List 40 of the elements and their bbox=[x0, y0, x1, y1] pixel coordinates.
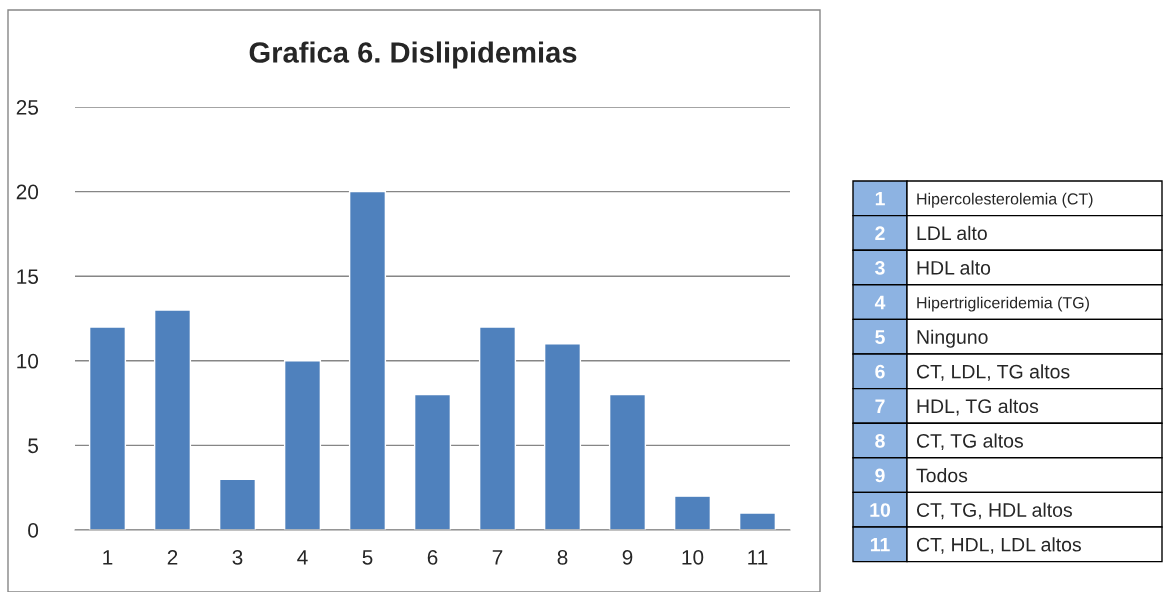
y-tick-label: 25 bbox=[16, 100, 39, 115]
category-label: 2 bbox=[875, 226, 885, 240]
x-tick-label: 7 bbox=[492, 550, 503, 565]
category-label: 7 bbox=[875, 399, 885, 413]
text: CT, LDL, TG altos bbox=[916, 364, 1070, 381]
category-label: 6 bbox=[875, 364, 885, 379]
category-label: 9 bbox=[875, 468, 885, 483]
text: HDL alto bbox=[917, 260, 991, 275]
category-label: 5 bbox=[875, 330, 885, 344]
x-tick-label: 8 bbox=[557, 549, 568, 565]
x-tick-label: 5 bbox=[362, 550, 373, 565]
text: CT, TG, HDL altos bbox=[916, 502, 1072, 520]
category-label: 3 bbox=[875, 260, 885, 275]
y-tick-label: 15 bbox=[17, 269, 39, 284]
category-label: 11 bbox=[870, 537, 890, 552]
x-tick-label: 1 bbox=[103, 550, 113, 565]
category-label: 10 bbox=[870, 503, 891, 517]
x-tick-label: 3 bbox=[232, 549, 243, 565]
text: Hipercolesterolemia (CT) bbox=[917, 192, 1093, 208]
x-tick-label: 11 bbox=[748, 550, 768, 565]
x-tick-label: 2 bbox=[167, 549, 178, 565]
text: CT, TG altos bbox=[916, 433, 1023, 451]
text: Todos bbox=[916, 468, 968, 483]
text: LDL alto bbox=[917, 225, 987, 241]
text: Hipertrigliceridemia (TG) bbox=[917, 296, 1089, 312]
text: CT, HDL, LDL altos bbox=[916, 537, 1081, 554]
text: Ninguno bbox=[917, 329, 988, 348]
category-label: 8 bbox=[875, 433, 885, 448]
x-tick-label: 10 bbox=[682, 549, 704, 565]
y-tick-label: 0 bbox=[28, 523, 39, 538]
x-tick-label: 4 bbox=[297, 550, 308, 565]
y-tick-label: 20 bbox=[16, 184, 39, 200]
text: HDL, TG altos bbox=[917, 398, 1039, 416]
category-label: 4 bbox=[874, 295, 886, 310]
y-tick-label: 5 bbox=[28, 438, 39, 454]
chart-title: Grafica 6. Dislipidemias bbox=[249, 41, 577, 69]
x-tick-label: 9 bbox=[622, 549, 633, 565]
x-tick-label: 6 bbox=[427, 549, 438, 565]
y-tick-label: 10 bbox=[17, 353, 39, 369]
category-label: 1 bbox=[875, 191, 885, 206]
